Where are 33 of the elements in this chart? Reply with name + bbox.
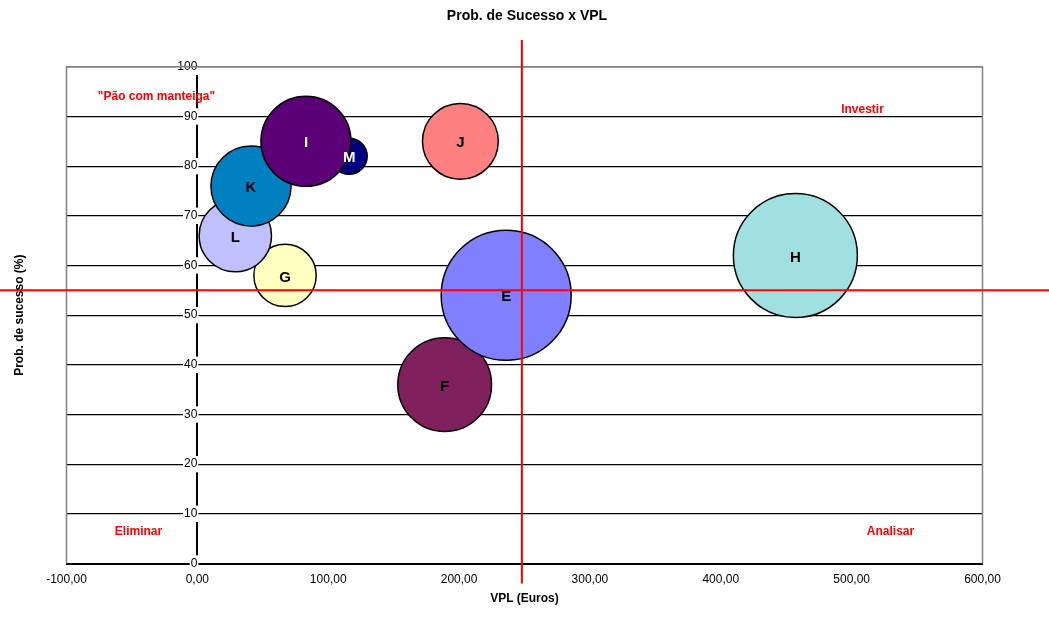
series-label: M [342,148,356,166]
x-tick-label: 500,00 [833,572,871,587]
series-label: L [230,227,240,245]
chart-title: Prob. de Sucesso x VPL [446,7,608,24]
y-tick-label: 20 [184,456,198,471]
series-label: J [456,133,465,151]
x-tick-label: 200,00 [440,572,478,587]
y-tick-label: 50 [184,307,198,322]
x-axis-title: VPL (Euros) [490,591,559,606]
series-label: H [789,247,801,265]
series-label: F [440,376,450,394]
y-tick-label: 10 [184,506,198,521]
series-label: K [245,178,257,196]
series-label: G [279,267,291,285]
y-tick-label: 60 [184,257,198,272]
x-tick-label: -100,00 [46,572,88,587]
x-tick-label: 400,00 [702,572,740,587]
x-tick-label: 600,00 [964,572,1002,587]
y-tick-label: 90 [184,108,198,123]
x-tick-label: 0,00 [185,572,210,587]
x-tick-label: 100,00 [309,572,347,587]
y-tick-label: 70 [184,208,198,223]
x-tick-label: 300,00 [571,572,609,587]
y-axis-title: Prob. de sucesso (%) [12,254,27,376]
y-tick-label: 40 [184,357,198,372]
annotation: Investir [841,102,885,117]
y-tick-label: 80 [184,158,198,173]
series-label: I [303,133,309,151]
series-label: E [501,287,512,305]
annotation: Eliminar [114,523,163,538]
y-tick-label: 30 [184,406,198,421]
annotation: Analisar [866,523,915,538]
y-tick-label: 0 [190,555,198,570]
